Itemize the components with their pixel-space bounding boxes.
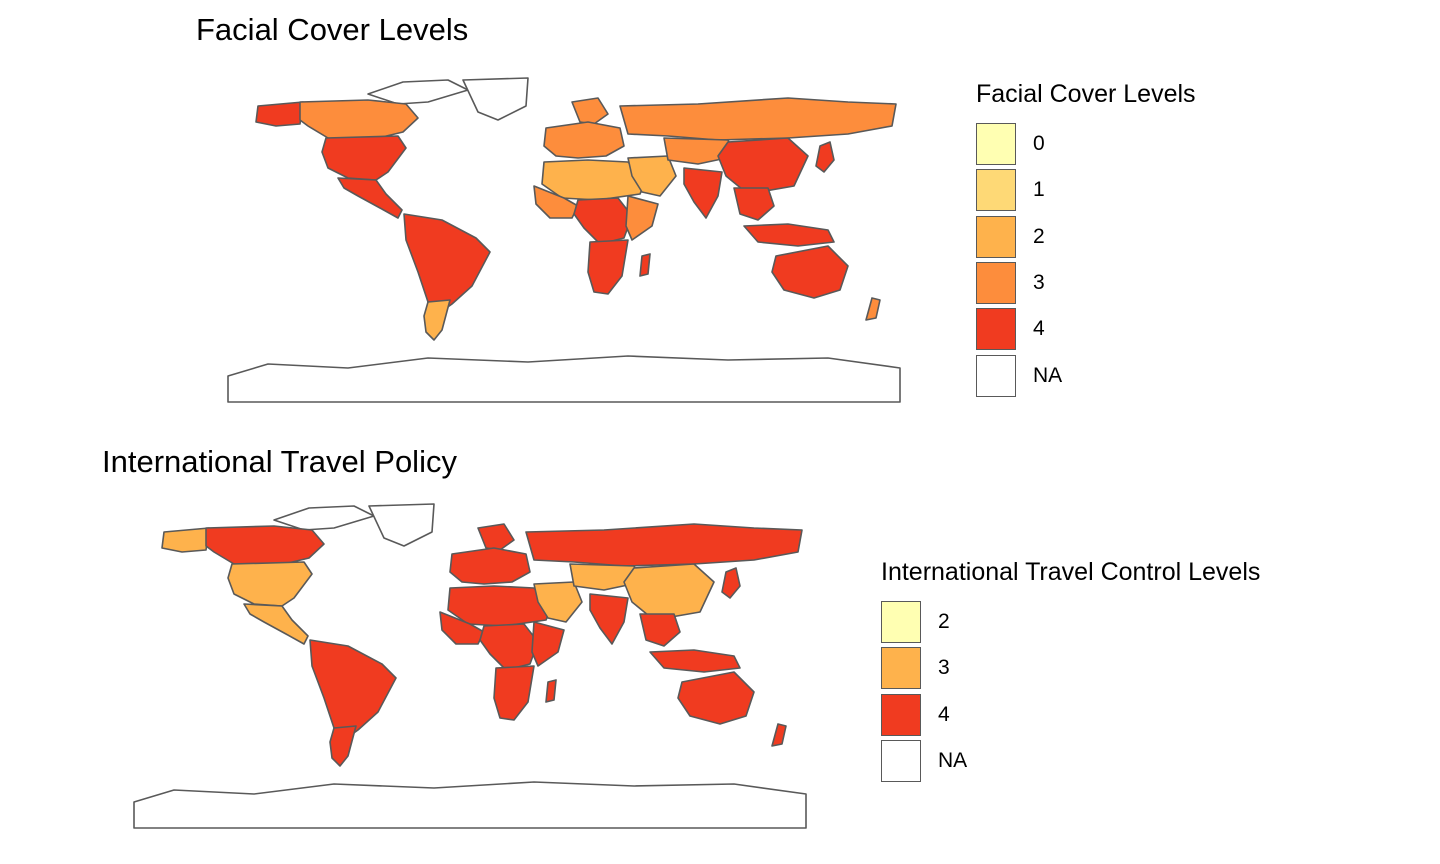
region-india (683, 167, 723, 219)
legend-item: 2 (881, 599, 1260, 645)
legend-swatch (881, 601, 921, 644)
region-south-america-north (403, 213, 491, 315)
region-north-america (205, 525, 325, 567)
region-mexico-central (337, 177, 403, 219)
region-greenland (462, 77, 529, 121)
legend-item: 2 (976, 214, 1196, 260)
legend-label: 4 (938, 702, 950, 726)
region-australia (771, 245, 849, 299)
region-japan (815, 141, 835, 173)
region-north-africa (447, 585, 553, 627)
region-west-africa (533, 185, 579, 219)
legend-item: NA (881, 738, 1260, 784)
travel-policy-legend: International Travel Control Levels 2 3 4 N… (881, 558, 1260, 784)
facial-cover-legend: Facial Cover Levels 0 1 2 3 4 NA (976, 80, 1196, 399)
legend-label: 2 (938, 610, 950, 634)
facial-cover-world-map (227, 77, 901, 403)
region-antarctica (133, 781, 807, 829)
region-southeast-asia (639, 613, 681, 647)
legend-item: 3 (881, 645, 1260, 691)
legend-item: 3 (976, 260, 1196, 306)
legend-swatch (976, 123, 1016, 166)
region-china (717, 137, 809, 195)
region-scandinavia (571, 97, 609, 125)
region-central-africa (573, 197, 633, 245)
region-usa (227, 561, 313, 607)
region-indonesia (649, 649, 741, 673)
region-russia (619, 97, 897, 141)
region-mexico-central (243, 603, 309, 645)
travel-policy-world-map (133, 503, 807, 829)
region-russia (525, 523, 803, 567)
legend-swatch (881, 693, 921, 736)
legend-swatch (881, 647, 921, 690)
region-canada-arctic (273, 505, 375, 531)
region-east-africa (625, 195, 659, 241)
legend-label: 3 (938, 656, 950, 680)
legend-item: 4 (881, 692, 1260, 738)
region-europe (449, 547, 531, 585)
legend-swatch (976, 354, 1016, 397)
legend-swatch (976, 308, 1016, 351)
region-alaska (255, 101, 304, 127)
region-west-africa (439, 611, 485, 645)
legend-title: Facial Cover Levels (976, 80, 1196, 108)
region-east-africa (531, 621, 565, 667)
legend-item: 0 (976, 121, 1196, 167)
region-southern-africa (587, 239, 629, 295)
region-madagascar (545, 679, 557, 703)
region-north-america (299, 99, 419, 141)
legend-title: International Travel Control Levels (881, 558, 1261, 586)
region-southeast-asia (733, 187, 775, 221)
region-new-zealand (865, 297, 881, 321)
region-southern-africa (493, 665, 535, 721)
region-north-africa (541, 159, 647, 201)
legend-swatch (976, 215, 1016, 258)
region-canada-arctic (367, 79, 469, 105)
legend-label: 3 (1033, 271, 1045, 295)
facial-cover-map-title: Facial Cover Levels (196, 12, 469, 47)
legend-item: 1 (976, 167, 1196, 213)
region-scandinavia (477, 523, 515, 551)
legend-item: NA (976, 352, 1196, 398)
region-australia (677, 671, 755, 725)
region-south-america-north (309, 639, 397, 741)
region-new-zealand (771, 723, 787, 747)
region-alaska (161, 527, 210, 553)
region-argentina (329, 725, 357, 767)
region-indonesia (743, 223, 835, 247)
legend-swatch (976, 262, 1016, 305)
region-argentina (423, 299, 451, 341)
legend-label: 0 (1033, 132, 1045, 156)
region-madagascar (639, 253, 651, 277)
region-usa (321, 135, 407, 181)
region-central-africa (479, 623, 539, 671)
facial-cover-panel: Facial Cover Levels Facial Cover Levels … (0, 0, 1440, 420)
travel-policy-panel: International Travel Policy Internationa… (0, 430, 1440, 864)
region-china (623, 563, 715, 621)
legend-label: 4 (1033, 317, 1045, 341)
legend-label: 2 (1033, 224, 1045, 248)
region-japan (721, 567, 741, 599)
legend-label: NA (1033, 363, 1063, 387)
legend-swatch (881, 740, 921, 783)
legend-label: NA (938, 749, 968, 773)
travel-policy-map-title: International Travel Policy (102, 444, 457, 479)
region-greenland (368, 503, 435, 547)
legend-swatch (976, 169, 1016, 212)
legend-item: 4 (976, 306, 1196, 352)
region-india (589, 593, 629, 645)
legend-label: 1 (1033, 178, 1045, 202)
region-antarctica (227, 355, 901, 403)
region-europe (543, 121, 625, 159)
